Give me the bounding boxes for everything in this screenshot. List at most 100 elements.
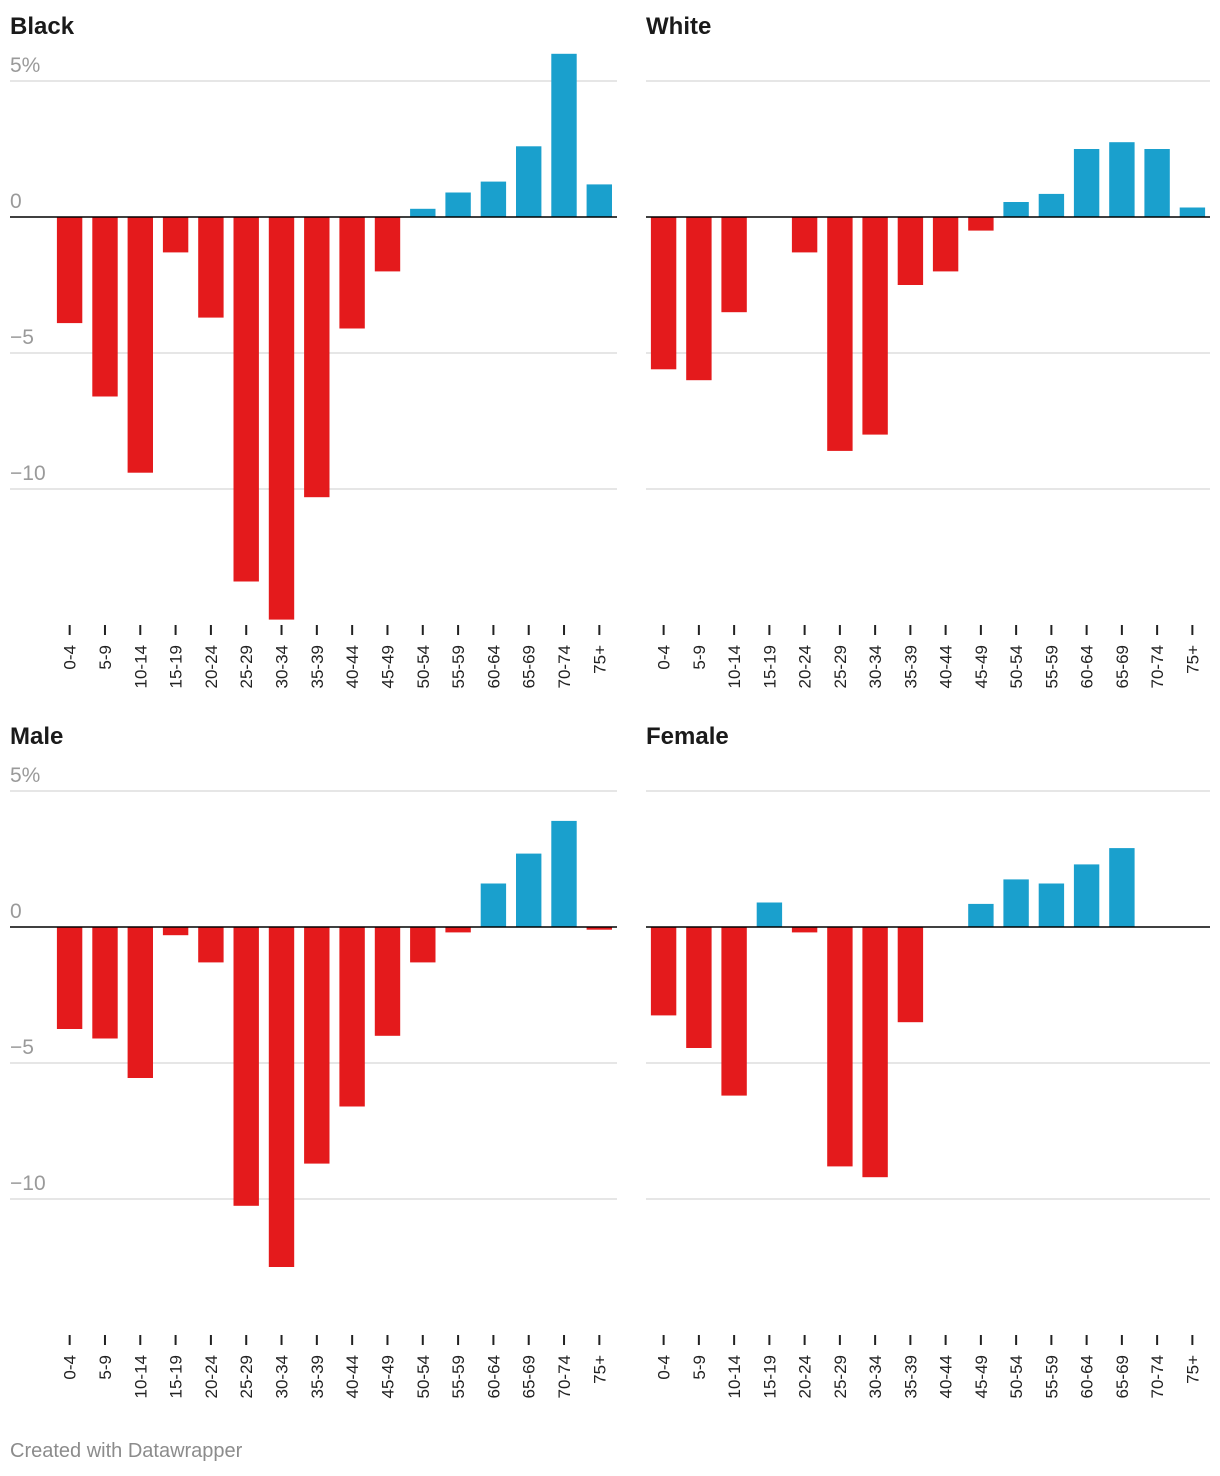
bar-30-34 <box>862 217 888 435</box>
bar-15-19 <box>162 217 189 253</box>
x-tick-label: 55-59 <box>449 645 468 688</box>
chart-panel-female: Female 0-4 5-9 10-14 15-19 20-24 25-29 30-34 35-… <box>646 723 1210 1398</box>
x-tick-label: 20-24 <box>202 1355 221 1398</box>
y-tick-label: 0 <box>10 190 22 213</box>
x-tick-label: 5-9 <box>690 645 709 670</box>
bar-75+ <box>1179 207 1206 217</box>
x-tick-label: 15-19 <box>760 1355 779 1398</box>
x-tick-label: 60-64 <box>1078 645 1097 688</box>
x-tick-label: 40-44 <box>343 1355 362 1398</box>
bar-10-14 <box>721 217 747 313</box>
bar-65-69 <box>1109 142 1135 217</box>
x-tick-label: 15-19 <box>167 645 186 688</box>
x-tick-label: 75+ <box>1183 645 1202 674</box>
bar-55-59 <box>1038 193 1065 217</box>
chart-title: Male <box>10 723 63 750</box>
chart-title: White <box>646 13 711 40</box>
x-tick-label: 30-34 <box>866 1355 885 1398</box>
x-tick-label: 15-19 <box>760 645 779 688</box>
x-tick-label: 5-9 <box>96 1355 115 1380</box>
chart-panel-male: Male 5% 0 −5 −10 0-4 5-9 10-14 15-19 20-24 25-29 30… <box>10 723 617 1398</box>
bar-45-49 <box>968 217 994 231</box>
x-tick-label: 35-39 <box>308 645 327 688</box>
x-tick-label: 30-34 <box>273 645 292 688</box>
bar-5-9 <box>92 217 118 397</box>
bar-15-19 <box>162 927 189 936</box>
x-tick-label: 65-69 <box>520 645 539 688</box>
bar-35-39 <box>304 927 330 1164</box>
x-tick-label: 65-69 <box>1113 645 1132 688</box>
x-tick-label: 0-4 <box>655 1355 674 1380</box>
bar-20-24 <box>198 927 224 963</box>
bar-75+ <box>586 927 612 930</box>
x-tick-label: 25-29 <box>237 1355 256 1398</box>
y-tick-label: −5 <box>10 326 34 349</box>
bar-40-44 <box>339 217 365 329</box>
x-tick-label: 25-29 <box>237 645 256 688</box>
x-tick-label: 5-9 <box>96 645 115 670</box>
bar-0-4 <box>650 217 677 370</box>
x-tick-label: 25-29 <box>831 1355 850 1398</box>
x-tick-label: 0-4 <box>61 645 80 670</box>
bar-5-9 <box>686 217 712 381</box>
bar-65-69 <box>516 853 542 927</box>
bar-45-49 <box>374 927 401 1036</box>
chart-panel-white: White 0-4 5-9 10-14 15-19 20-24 25-29 30-34 35-3… <box>646 13 1210 688</box>
bar-35-39 <box>304 217 330 498</box>
bar-10-14 <box>127 217 153 473</box>
bar-55-59 <box>445 927 471 933</box>
x-tick-label: 70-74 <box>555 1355 574 1398</box>
x-tick-label: 30-34 <box>273 1355 292 1398</box>
x-tick-label: 35-39 <box>901 645 920 688</box>
x-tick-label: 75+ <box>590 1355 609 1384</box>
y-tick-label: −10 <box>10 1172 46 1195</box>
bar-20-24 <box>791 217 818 253</box>
x-tick-label: 60-64 <box>484 645 503 688</box>
chart-title: Black <box>10 13 75 40</box>
chart-panel-black: Black 5% 0 −5 −10 0-4 5-9 10-14 15-19 20-24 25-29 3… <box>10 13 617 688</box>
y-tick-label: −10 <box>10 462 46 485</box>
x-tick-label: 40-44 <box>937 645 956 688</box>
x-tick-label: 35-39 <box>308 1355 327 1398</box>
x-tick-label: 50-54 <box>414 1355 433 1398</box>
bar-5-9 <box>92 927 118 1039</box>
bar-60-64 <box>1073 864 1100 927</box>
bar-15-19 <box>756 902 783 927</box>
bar-60-64 <box>1073 149 1100 217</box>
x-tick-label: 30-34 <box>866 645 885 688</box>
bar-0-4 <box>56 927 83 1029</box>
x-tick-label: 45-49 <box>972 645 991 688</box>
x-tick-label: 5-9 <box>690 1355 709 1380</box>
x-tick-label: 35-39 <box>901 1355 920 1398</box>
x-tick-label: 10-14 <box>725 645 744 688</box>
bar-65-69 <box>1109 848 1135 927</box>
x-tick-label: 50-54 <box>1007 1355 1026 1398</box>
bar-25-29 <box>827 927 853 1167</box>
x-tick-label: 0-4 <box>61 1355 80 1380</box>
x-tick-label: 20-24 <box>796 645 815 688</box>
bar-30-34 <box>268 927 295 1267</box>
x-tick-label: 65-69 <box>520 1355 539 1398</box>
bar-70-74 <box>1144 149 1170 217</box>
bar-20-24 <box>198 217 224 318</box>
x-tick-label: 70-74 <box>555 645 574 688</box>
y-tick-label: 5% <box>10 54 40 77</box>
bar-10-14 <box>127 927 153 1078</box>
x-tick-label: 60-64 <box>1078 1355 1097 1398</box>
x-tick-label: 10-14 <box>131 1355 150 1398</box>
x-tick-label: 70-74 <box>1148 645 1167 688</box>
x-tick-label: 60-64 <box>484 1355 503 1398</box>
x-tick-label: 15-19 <box>167 1355 186 1398</box>
x-tick-label: 10-14 <box>725 1355 744 1398</box>
bar-0-4 <box>650 927 677 1016</box>
bar-30-34 <box>862 927 888 1178</box>
bar-75+ <box>586 184 612 217</box>
footer-credit: Created with Datawrapper <box>10 1440 243 1462</box>
x-tick-label: 55-59 <box>1042 1355 1061 1398</box>
bar-0-4 <box>56 217 83 324</box>
x-tick-label: 55-59 <box>1042 645 1061 688</box>
chart-title: Female <box>646 723 729 750</box>
bar-70-74 <box>551 53 577 217</box>
bar-50-54 <box>410 208 436 217</box>
x-tick-label: 55-59 <box>449 1355 468 1398</box>
